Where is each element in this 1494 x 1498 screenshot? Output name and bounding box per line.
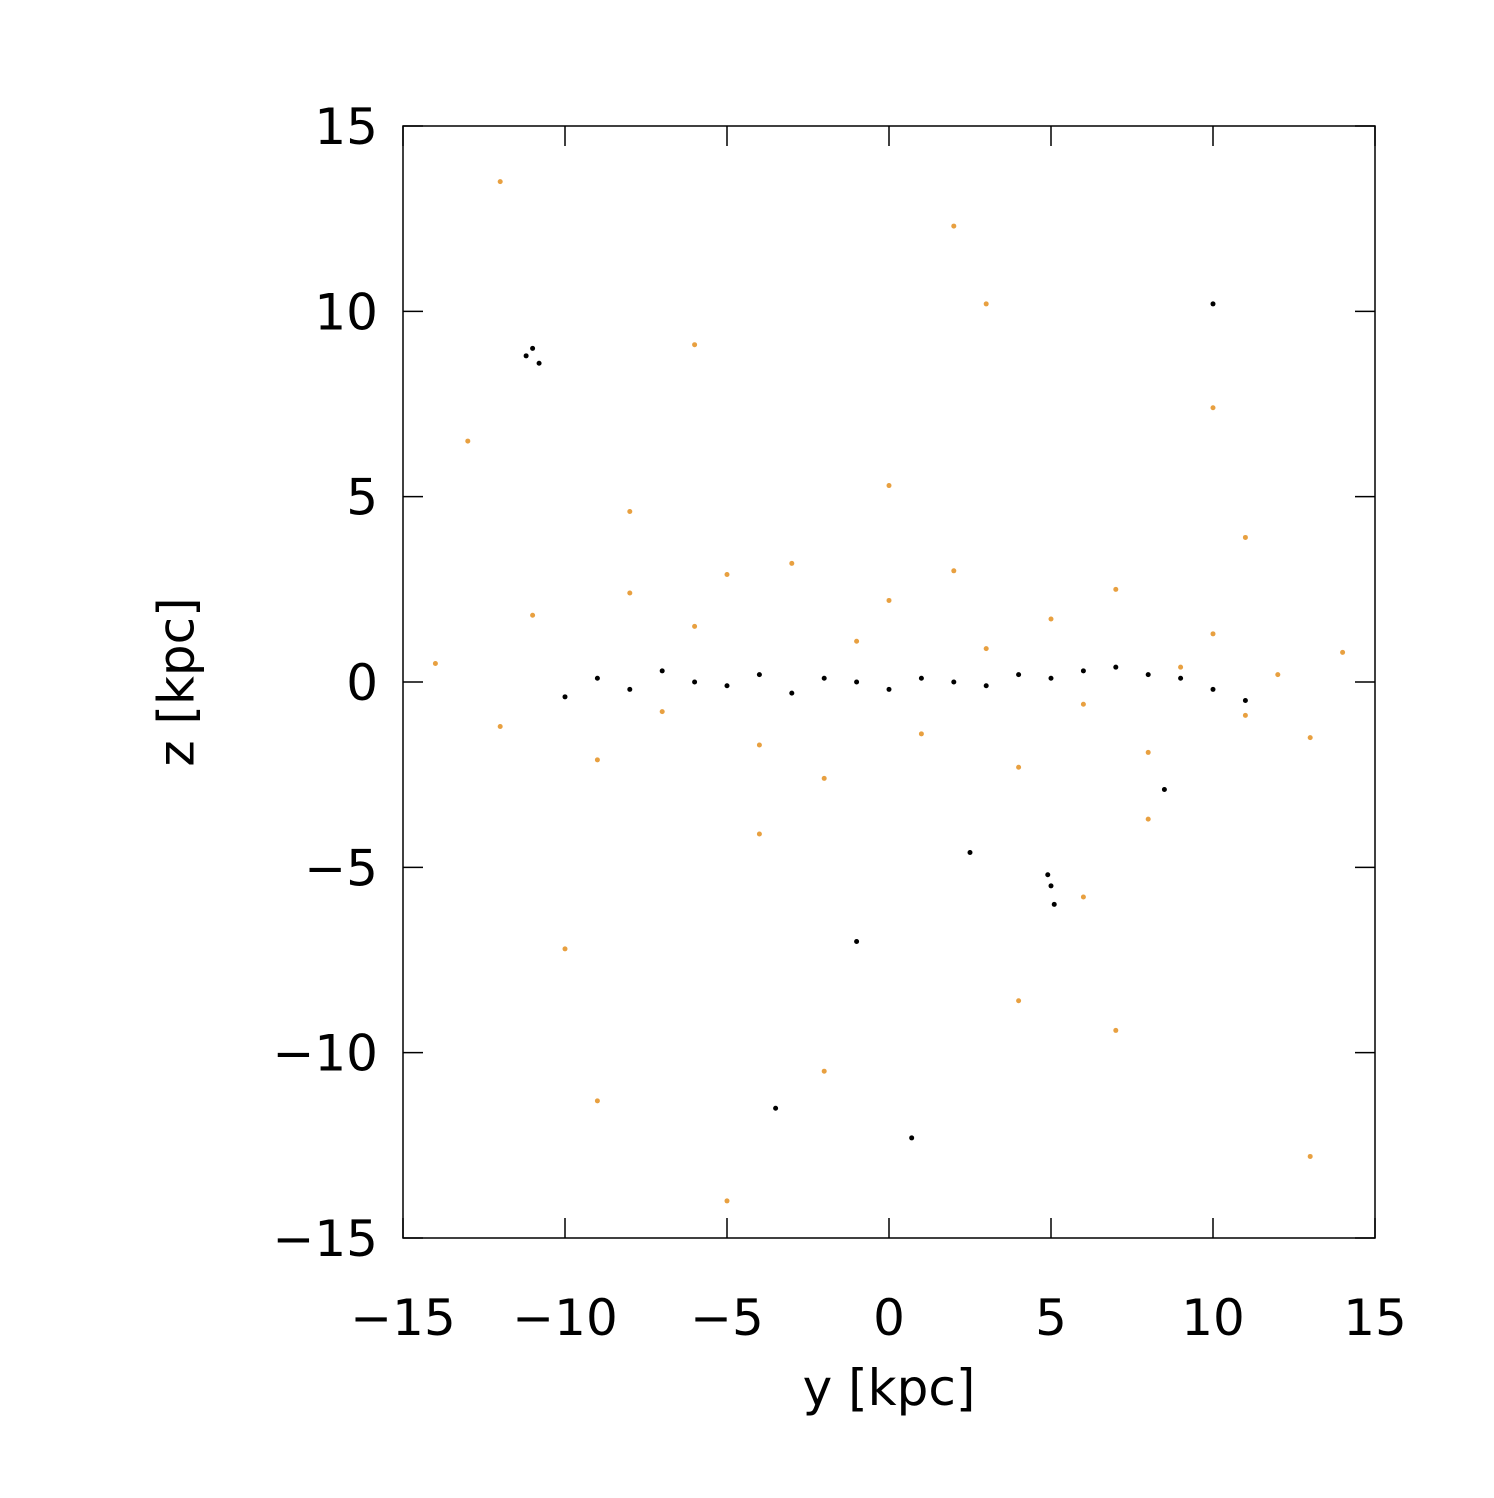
particle	[497, 723, 503, 729]
particle	[983, 683, 989, 689]
y-tick-label: 10	[314, 283, 378, 341]
particle	[659, 709, 665, 715]
particle	[1048, 616, 1054, 622]
particle	[530, 612, 536, 618]
particle	[821, 1068, 827, 1074]
particle	[1161, 786, 1167, 792]
particle	[1113, 1027, 1119, 1033]
particle	[523, 353, 529, 359]
particle	[1307, 1153, 1313, 1159]
particle	[756, 672, 762, 678]
particle	[1016, 998, 1022, 1004]
particle	[1242, 712, 1248, 718]
particle	[967, 850, 973, 856]
particle	[692, 623, 698, 629]
particle	[951, 568, 957, 574]
particle	[724, 683, 730, 689]
particle	[536, 360, 542, 366]
y-tick-label: −5	[304, 839, 378, 897]
particle	[1210, 686, 1216, 692]
particle	[724, 572, 730, 578]
particle	[951, 679, 957, 685]
particle	[909, 1135, 915, 1141]
particle	[1051, 901, 1057, 907]
particle	[983, 646, 989, 652]
particle	[594, 1098, 600, 1104]
x-tick-label: −5	[690, 1289, 764, 1347]
y-tick-label: 0	[346, 654, 378, 712]
particle	[1145, 816, 1151, 822]
particle	[530, 345, 536, 351]
x-tick-label: −10	[512, 1289, 618, 1347]
plot-frame	[402, 125, 1376, 1239]
particle	[594, 757, 600, 763]
particle	[854, 679, 860, 685]
particle	[789, 560, 795, 566]
particle	[951, 223, 957, 229]
x-tick-label: 15	[1343, 1289, 1407, 1347]
particle	[918, 731, 924, 737]
particle	[1080, 701, 1086, 707]
particle	[854, 638, 860, 644]
particle	[756, 831, 762, 837]
particle	[1016, 672, 1022, 678]
particle	[773, 1105, 779, 1111]
particle	[886, 483, 892, 489]
particle	[1275, 672, 1281, 678]
x-tick-label: −15	[350, 1289, 456, 1347]
particle	[1340, 649, 1346, 655]
particle	[432, 660, 438, 666]
particle	[659, 668, 665, 674]
particle	[983, 301, 989, 307]
particle	[692, 342, 698, 348]
particle	[821, 675, 827, 681]
particle	[789, 690, 795, 696]
y-axis-label: z [kpc]	[148, 597, 206, 766]
particle	[821, 775, 827, 781]
particle	[1178, 664, 1184, 670]
particle	[1210, 631, 1216, 637]
x-tick-label: 10	[1181, 1289, 1245, 1347]
y-tick-label: 5	[346, 469, 378, 527]
x-axis-label: y [kpc]	[803, 1359, 976, 1417]
particle	[1080, 894, 1086, 900]
particle	[497, 179, 503, 185]
particle	[1016, 764, 1022, 770]
particle	[854, 938, 860, 944]
particle	[1242, 534, 1248, 540]
particle	[886, 597, 892, 603]
particle	[627, 590, 633, 596]
particle	[886, 686, 892, 692]
y-tick-label: −10	[272, 1025, 378, 1083]
particle	[1210, 405, 1216, 411]
y-tick-label: −15	[272, 1210, 378, 1268]
particle	[724, 1198, 730, 1204]
x-tick-label: 5	[1035, 1289, 1067, 1347]
particle	[1145, 749, 1151, 755]
particle	[1048, 675, 1054, 681]
particle	[1145, 672, 1151, 678]
particle	[1178, 675, 1184, 681]
particle	[692, 679, 698, 685]
particle	[627, 508, 633, 514]
particle	[594, 675, 600, 681]
particle	[562, 946, 568, 952]
particle	[562, 694, 568, 700]
particle	[756, 742, 762, 748]
particle	[1242, 698, 1248, 704]
x-tick-label: 0	[873, 1289, 905, 1347]
particle	[465, 438, 471, 444]
particle	[1210, 301, 1216, 307]
particle	[1307, 735, 1313, 741]
particle	[1045, 872, 1051, 878]
particle	[1113, 586, 1119, 592]
particle	[627, 686, 633, 692]
particle	[1113, 664, 1119, 670]
particle	[1048, 883, 1054, 889]
y-tick-label: 15	[314, 98, 378, 156]
particle	[918, 675, 924, 681]
particle	[1080, 668, 1086, 674]
